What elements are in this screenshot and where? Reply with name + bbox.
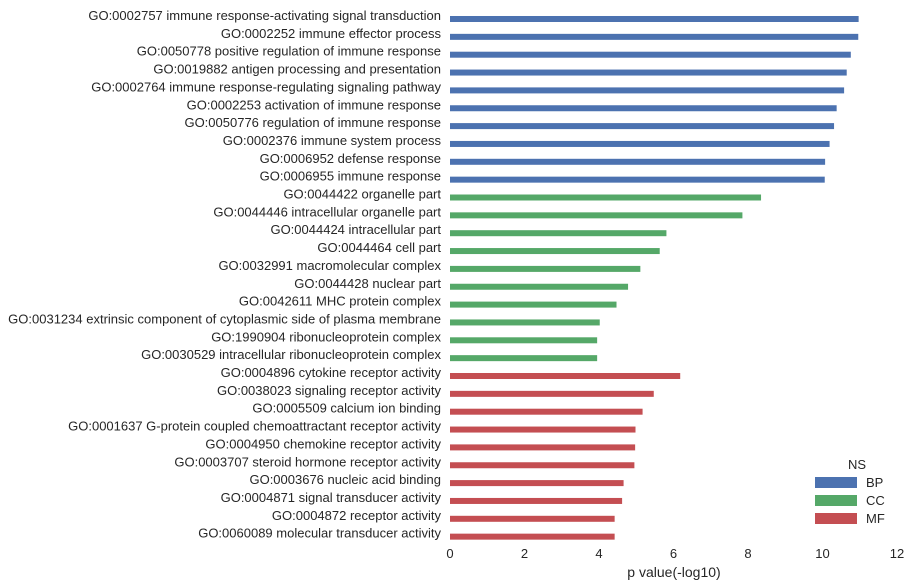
y-tick-label: GO:0004871 signal transducer activity [221, 490, 442, 505]
bar-cc [450, 230, 667, 237]
y-tick-label: GO:0044446 intracellular organelle part [213, 204, 441, 219]
x-tick-labels: 0 2 4 6 8 10 12 [446, 546, 904, 561]
bar-cc [450, 337, 598, 344]
bar-bp [450, 69, 847, 76]
bar-mf [450, 497, 623, 504]
bar-bp [450, 51, 851, 58]
bar-mf [450, 408, 643, 415]
y-tick-label: GO:0004950 chemokine receptor activity [205, 436, 441, 451]
bar-bp [450, 176, 825, 183]
bar-cc [450, 248, 660, 255]
y-tick-label: GO:0003676 nucleic acid binding [249, 472, 441, 487]
y-tick-label: GO:0002764 immune response-regulating si… [91, 79, 441, 94]
bar-cc [450, 283, 629, 290]
legend: NS BP CC MF [815, 457, 885, 526]
y-tick-label: GO:0006952 defense response [260, 151, 441, 166]
y-tick-label: GO:0050778 positive regulation of immune… [137, 44, 441, 59]
legend-label-bp: BP [866, 475, 883, 490]
x-tick-label: 6 [670, 546, 677, 561]
bar-cc [450, 355, 598, 362]
bar-bp [450, 105, 837, 112]
y-tick-label: GO:1990904 ribonucleoprotein complex [211, 329, 441, 344]
y-tick-label: GO:0044464 cell part [317, 240, 441, 255]
y-tick-label: GO:0042611 MHC protein complex [239, 294, 442, 309]
y-tick-label: GO:0044428 nuclear part [294, 276, 441, 291]
bar-mf [450, 533, 615, 540]
y-tick-label: GO:0050776 regulation of immune response [184, 115, 441, 130]
y-tick-label: GO:0031234 extrinsic component of cytopl… [8, 311, 441, 326]
y-tick-label: GO:0002376 immune system process [223, 133, 442, 148]
y-tick-label: GO:0002757 immune response-activating si… [88, 8, 441, 23]
x-tick-label: 2 [521, 546, 528, 561]
legend-label-cc: CC [866, 493, 885, 508]
legend-swatch-bp [815, 477, 857, 488]
y-tick-labels: GO:0002757 immune response-activating si… [8, 8, 441, 541]
bar-cc [450, 319, 600, 326]
y-tick-label: GO:0019882 antigen processing and presen… [153, 62, 441, 77]
x-tick-label: 12 [890, 546, 904, 561]
bar-mf [450, 426, 636, 433]
bar-mf [450, 390, 654, 397]
x-tick-label: 8 [744, 546, 751, 561]
legend-swatch-cc [815, 495, 857, 506]
x-axis-label: p value(-log10) [627, 564, 720, 580]
y-tick-label: GO:0002253 activation of immune response [187, 97, 441, 112]
y-tick-label: GO:0005509 calcium ion binding [252, 401, 441, 416]
bar-bp [450, 87, 845, 94]
bar-cc [450, 301, 617, 308]
bar-cc [450, 265, 641, 272]
bars-layer [450, 16, 859, 540]
y-tick-label: GO:0038023 signaling receptor activity [217, 383, 442, 398]
bar-bp [450, 140, 830, 147]
x-tick-label: 4 [595, 546, 602, 561]
y-tick-label: GO:0044422 organelle part [283, 187, 441, 202]
bar-mf [450, 515, 615, 522]
bar-mf [450, 462, 635, 469]
x-tick-label: 10 [815, 546, 829, 561]
bar-bp [450, 33, 859, 40]
y-tick-label: GO:0003707 steroid hormone receptor acti… [174, 454, 441, 469]
y-tick-label: GO:0006955 immune response [260, 169, 441, 184]
bar-bp [450, 16, 859, 22]
y-tick-label: GO:0044424 intracellular part [270, 222, 441, 237]
y-tick-label: GO:0032991 macromolecular complex [218, 258, 441, 273]
legend-label-mf: MF [866, 511, 885, 526]
legend-swatch-mf [815, 513, 857, 524]
bar-cc [450, 194, 762, 201]
bar-mf [450, 444, 636, 451]
y-tick-label: GO:0004896 cytokine receptor activity [221, 365, 442, 380]
legend-title: NS [848, 457, 866, 472]
bar-mf [450, 373, 681, 379]
y-tick-label: GO:0001637 G-protein coupled chemoattrac… [68, 419, 441, 434]
x-tick-label: 0 [446, 546, 453, 561]
bar-bp [450, 158, 826, 165]
y-tick-label: GO:0060089 molecular transducer activity [198, 526, 441, 541]
bar-bp [450, 123, 835, 130]
y-tick-label: GO:0030529 intracellular ribonucleoprote… [141, 347, 441, 362]
y-tick-label: GO:0004872 receptor activity [272, 508, 442, 523]
bar-cc [450, 212, 743, 219]
bar-mf [450, 480, 624, 487]
y-tick-label: GO:0002252 immune effector process [221, 26, 442, 41]
